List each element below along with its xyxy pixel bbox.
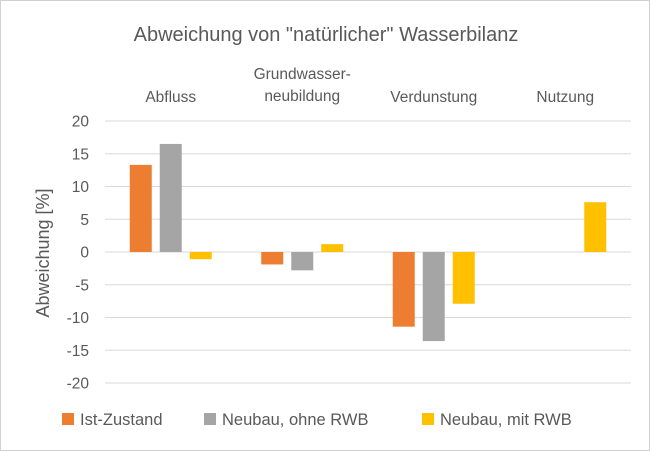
category-label: Abfluss [145, 89, 196, 106]
gridlines [105, 120, 631, 384]
category-label: Nutzung [536, 89, 594, 106]
y-axis-label: Abweichung [%] [33, 188, 53, 317]
y-tick-label: 20 [72, 114, 90, 131]
category-label: neubildung [264, 88, 340, 105]
category-labels: Abfluss Grundwasser-neubildung Verdunstung… [145, 66, 594, 106]
y-axis-ticks: 20 15 10 5 0 -5 -10 -15 -20 [67, 114, 90, 393]
y-tick-label: 15 [72, 146, 89, 163]
legend-swatch [204, 413, 216, 425]
bar-neubau-ohne-rwb-1 [291, 252, 314, 271]
legend-label: Neubau, ohne RWB [222, 411, 368, 429]
legend: Ist-Zustand Neubau, ohne RWB Neubau, mit R… [62, 411, 572, 429]
y-tick-label: -10 [67, 310, 90, 327]
legend-swatch [62, 413, 74, 425]
chart-title: Abweichung von "natürlicher" Wasserbilan… [134, 24, 519, 46]
bar-neubau-mit-rwb-1 [321, 244, 344, 252]
bar-neubau-mit-rwb-3 [584, 202, 607, 252]
category-label: Grundwasser- [254, 66, 351, 83]
y-tick-label: 0 [80, 245, 89, 262]
bar-ist-zustand-0 [129, 164, 152, 252]
y-tick-label: -5 [75, 277, 89, 294]
y-tick-label: -20 [67, 376, 90, 393]
y-tick-label: 10 [72, 179, 90, 196]
y-tick-label: 5 [80, 212, 89, 229]
bar-ist-zustand-2 [392, 252, 415, 327]
bar-neubau-mit-rwb-0 [189, 252, 212, 260]
bar-ist-zustand-1 [261, 252, 284, 265]
legend-label: Neubau, mit RWB [440, 411, 572, 429]
bar-neubau-mit-rwb-2 [452, 252, 475, 304]
legend-label: Ist-Zustand [80, 411, 163, 429]
bars [129, 143, 607, 342]
bar-neubau-ohne-rwb-2 [422, 252, 445, 342]
y-tick-label: -15 [67, 343, 89, 360]
bar-neubau-ohne-rwb-0 [159, 143, 182, 252]
category-label: Verdunstung [390, 89, 477, 106]
legend-swatch [422, 413, 434, 425]
